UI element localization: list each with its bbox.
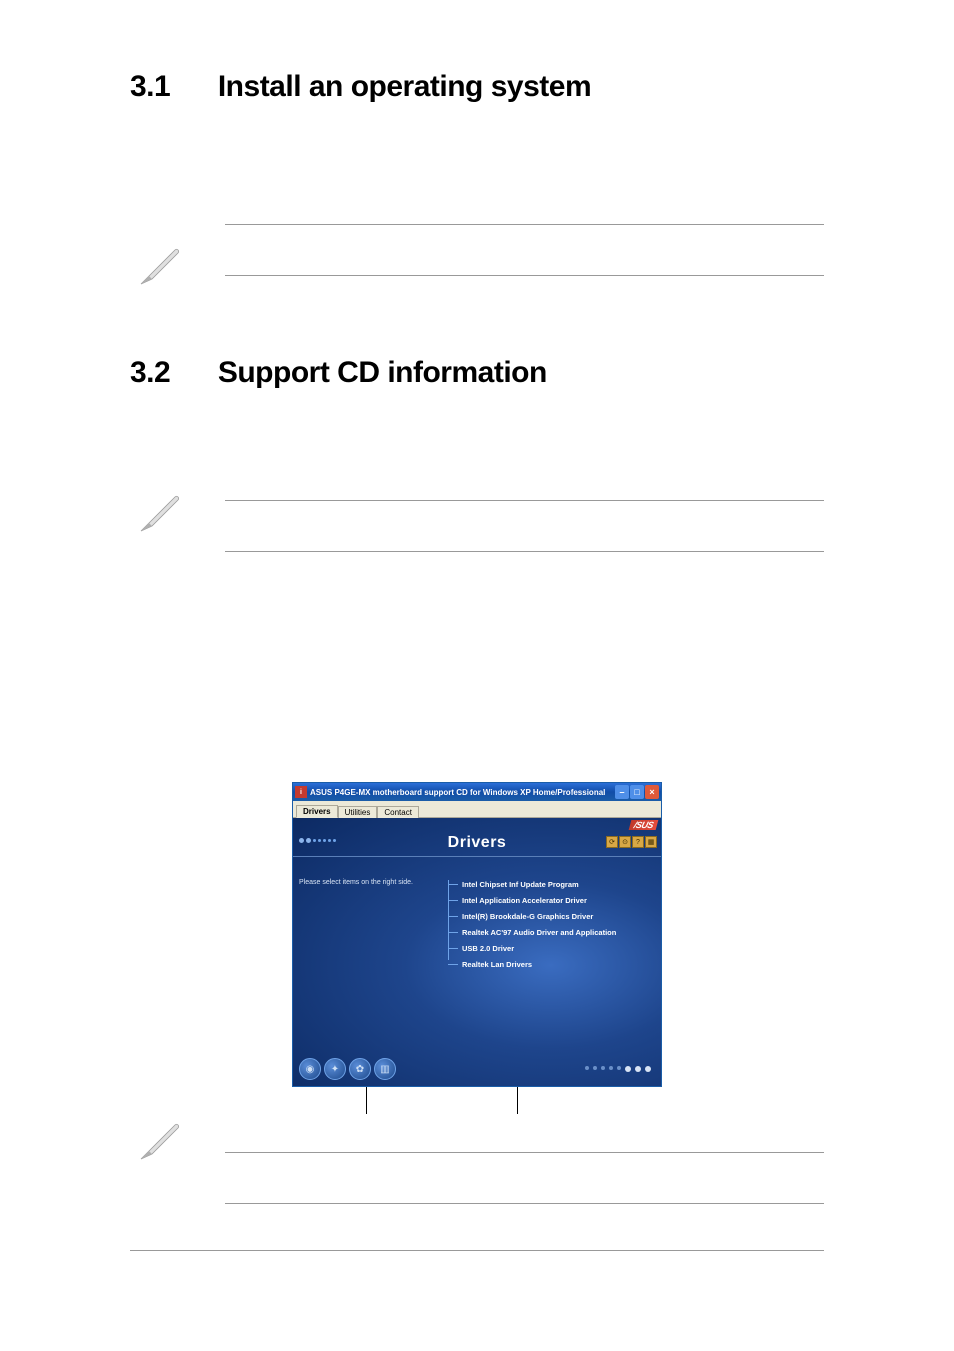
horizontal-rule	[225, 224, 824, 225]
section-3-2-heading: 3.2 Support CD information	[130, 356, 824, 390]
pen-note-icon	[135, 1115, 185, 1170]
window-title: ASUS P4GE-MX motherboard support CD for …	[310, 788, 615, 797]
nav-icon[interactable]: ✿	[349, 1058, 371, 1080]
driver-list: Intel Chipset Inf Update Program Intel A…	[448, 880, 616, 976]
tab-drivers[interactable]: Drivers	[296, 805, 338, 818]
panel-title: Drivers	[448, 834, 507, 852]
tab-bar: Drivers Utilities Contact	[293, 801, 661, 818]
pen-note-icon	[135, 487, 185, 542]
driver-item[interactable]: Intel(R) Brookdale-G Graphics Driver	[448, 912, 616, 921]
driver-item[interactable]: Realtek Lan Drivers	[448, 960, 616, 969]
pen-note-icon	[135, 240, 185, 295]
tab-contact[interactable]: Contact	[377, 806, 419, 818]
section-title: Support CD information	[218, 356, 547, 389]
horizontal-rule	[225, 275, 824, 276]
refresh-icon[interactable]: ⟳	[606, 836, 618, 848]
nav-icon[interactable]: ✦	[324, 1058, 346, 1080]
window-titlebar: i ASUS P4GE-MX motherboard support CD fo…	[293, 783, 661, 801]
panel-header: Drivers ⟳ ⊙ ? ▦	[293, 830, 661, 857]
section-number: 3.2	[130, 356, 210, 390]
horizontal-rule	[225, 551, 824, 552]
driver-item[interactable]: Realtek AC'97 Audio Driver and Applicati…	[448, 928, 616, 937]
driver-item[interactable]: Intel Chipset Inf Update Program	[448, 880, 616, 889]
disc-icon[interactable]: ⊙	[619, 836, 631, 848]
horizontal-rule	[225, 1152, 824, 1153]
nav-icon[interactable]: ◉	[299, 1058, 321, 1080]
driver-item[interactable]: USB 2.0 Driver	[448, 944, 616, 953]
support-cd-screenshot: i ASUS P4GE-MX motherboard support CD fo…	[292, 782, 662, 1087]
asus-logo: /SUS	[629, 820, 659, 830]
document-page: 3.1 Install an operating system 3.2 Supp…	[0, 0, 954, 1244]
decorative-dots	[585, 1066, 651, 1072]
tab-utilities[interactable]: Utilities	[338, 806, 378, 818]
section-number: 3.1	[130, 70, 210, 104]
callout-line	[366, 1087, 367, 1114]
close-button[interactable]: ×	[645, 785, 659, 799]
bottom-toolbar: ◉ ✦ ✿ ▥	[299, 1058, 396, 1080]
app-icon: i	[295, 786, 307, 798]
driver-item[interactable]: Intel Application Accelerator Driver	[448, 896, 616, 905]
help-icon[interactable]: ?	[632, 836, 644, 848]
minimize-button[interactable]: –	[615, 785, 629, 799]
section-3-1-heading: 3.1 Install an operating system	[130, 70, 824, 104]
content-area: /SUS Drivers ⟳ ⊙ ? ▦ Please select items…	[293, 818, 661, 1086]
maximize-button[interactable]: □	[630, 785, 644, 799]
title-toolbar: ⟳ ⊙ ? ▦	[606, 836, 657, 848]
decorative-dots	[299, 838, 336, 843]
window-controls: – □ ×	[615, 785, 659, 799]
sidebar-instruction: Please select items on the right side.	[299, 878, 429, 887]
app-window: i ASUS P4GE-MX motherboard support CD fo…	[292, 782, 662, 1087]
horizontal-rule	[225, 1203, 824, 1204]
nav-icon[interactable]: ▥	[374, 1058, 396, 1080]
brand-row: /SUS	[293, 818, 661, 830]
section-title: Install an operating system	[218, 70, 591, 103]
footer-rule	[130, 1250, 824, 1251]
callout-line	[517, 1087, 518, 1114]
grid-icon[interactable]: ▦	[645, 836, 657, 848]
horizontal-rule	[225, 500, 824, 501]
